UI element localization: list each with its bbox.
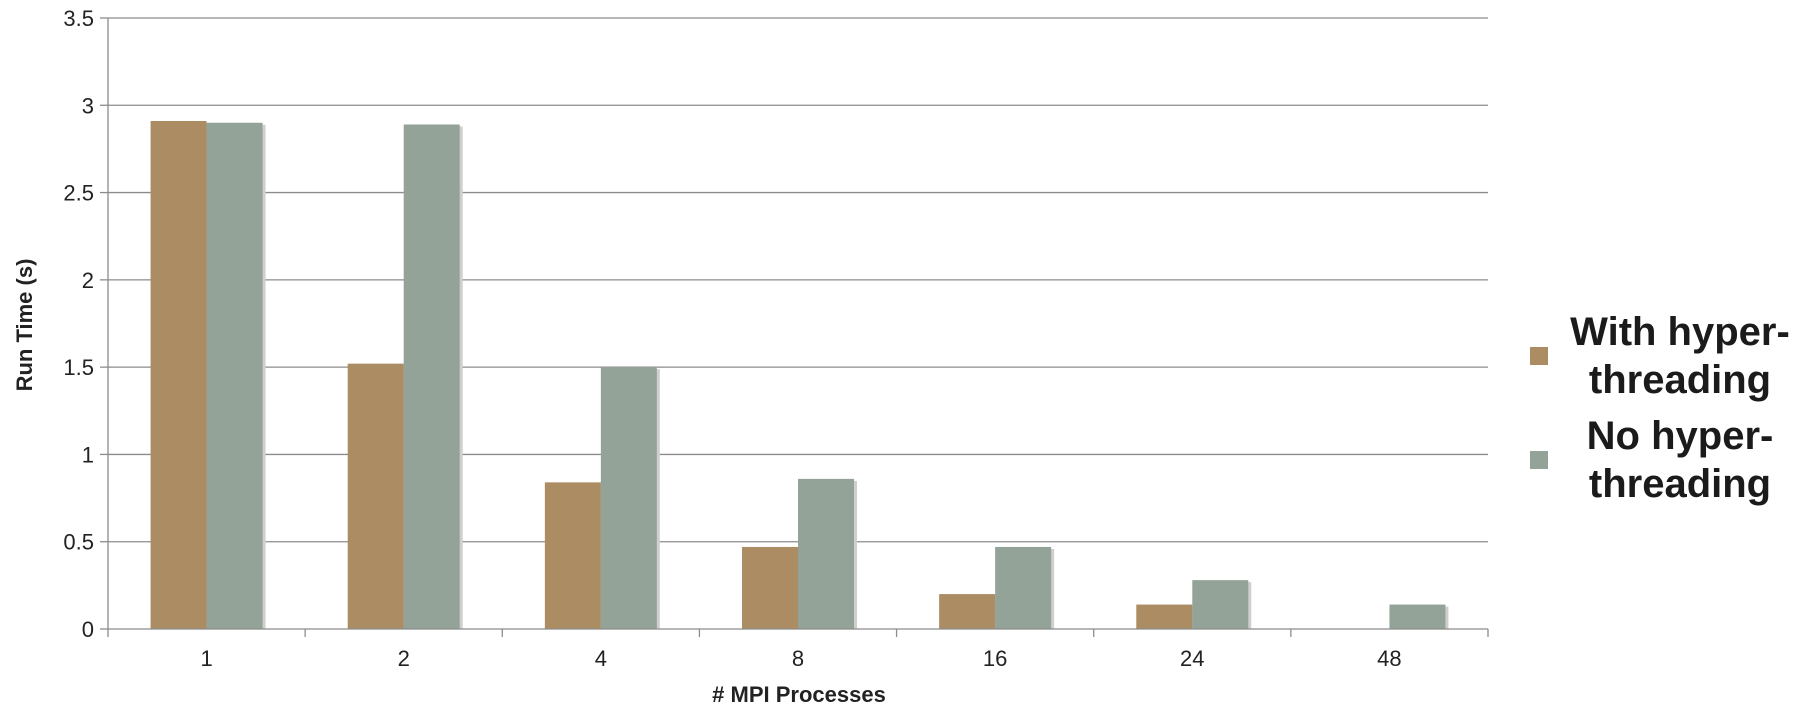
bar-no-hyperthreading-2 bbox=[403, 124, 460, 629]
bar-no-hyperthreading-48 bbox=[1389, 604, 1446, 629]
gridlines bbox=[108, 17, 1488, 543]
bar-no-hyperthreading-24 bbox=[1192, 580, 1249, 629]
bar-with-hyperthreading-8 bbox=[742, 546, 798, 629]
bar-no-hyperthreading-8 bbox=[798, 478, 854, 629]
x-tick-label: 1 bbox=[200, 646, 212, 671]
bar-with-hyperthreading-4 bbox=[544, 482, 601, 629]
legend-label-no-hyperthreading: No hyper-threading bbox=[1586, 414, 1774, 506]
y-tick-label: 2 bbox=[82, 268, 94, 293]
x-tick-label: 2 bbox=[398, 646, 410, 671]
legend: With hyper-threading No hyper-threading bbox=[1530, 308, 1810, 516]
legend-item-with-hyperthreading: With hyper-threading bbox=[1530, 308, 1810, 404]
bars bbox=[150, 120, 1449, 630]
bar-no-hyperthreading-1 bbox=[206, 122, 263, 629]
y-tick-label: 0 bbox=[82, 617, 94, 642]
y-tick-label: 1.5 bbox=[63, 355, 94, 380]
x-tick-label: 24 bbox=[1180, 646, 1204, 671]
y-tick-label: 2.5 bbox=[63, 181, 94, 206]
bar-with-hyperthreading-1 bbox=[150, 120, 207, 630]
bar-no-hyperthreading-16 bbox=[995, 546, 1052, 629]
x-tick-label: 48 bbox=[1377, 646, 1401, 671]
legend-swatch-no-hyperthreading bbox=[1530, 451, 1548, 469]
y-tick-label: 1 bbox=[82, 442, 94, 467]
x-axis-title: # MPI Processes bbox=[712, 682, 886, 707]
x-tick-label: 16 bbox=[983, 646, 1007, 671]
x-tick-label: 8 bbox=[792, 646, 804, 671]
legend-item-no-hyperthreading: No hyper-threading bbox=[1530, 412, 1810, 508]
legend-swatch-with-hyperthreading bbox=[1530, 347, 1548, 365]
bar-with-hyperthreading-24 bbox=[1136, 604, 1193, 629]
y-axis-title: Run Time (s) bbox=[12, 259, 37, 392]
bar-with-hyperthreading-16 bbox=[939, 594, 996, 629]
y-tick-label: 3 bbox=[82, 93, 94, 118]
y-tick-label: 0.5 bbox=[63, 530, 94, 555]
y-tick-label: 3.5 bbox=[63, 6, 94, 31]
bar-no-hyperthreading-4 bbox=[600, 367, 657, 629]
x-tick-label: 4 bbox=[595, 646, 607, 671]
axes: 00.511.522.533.51 2 4 8 16 24 48 bbox=[63, 6, 1489, 671]
legend-label-with-hyperthreading: With hyper-threading bbox=[1570, 310, 1790, 402]
bar-with-hyperthreading-2 bbox=[347, 363, 404, 629]
